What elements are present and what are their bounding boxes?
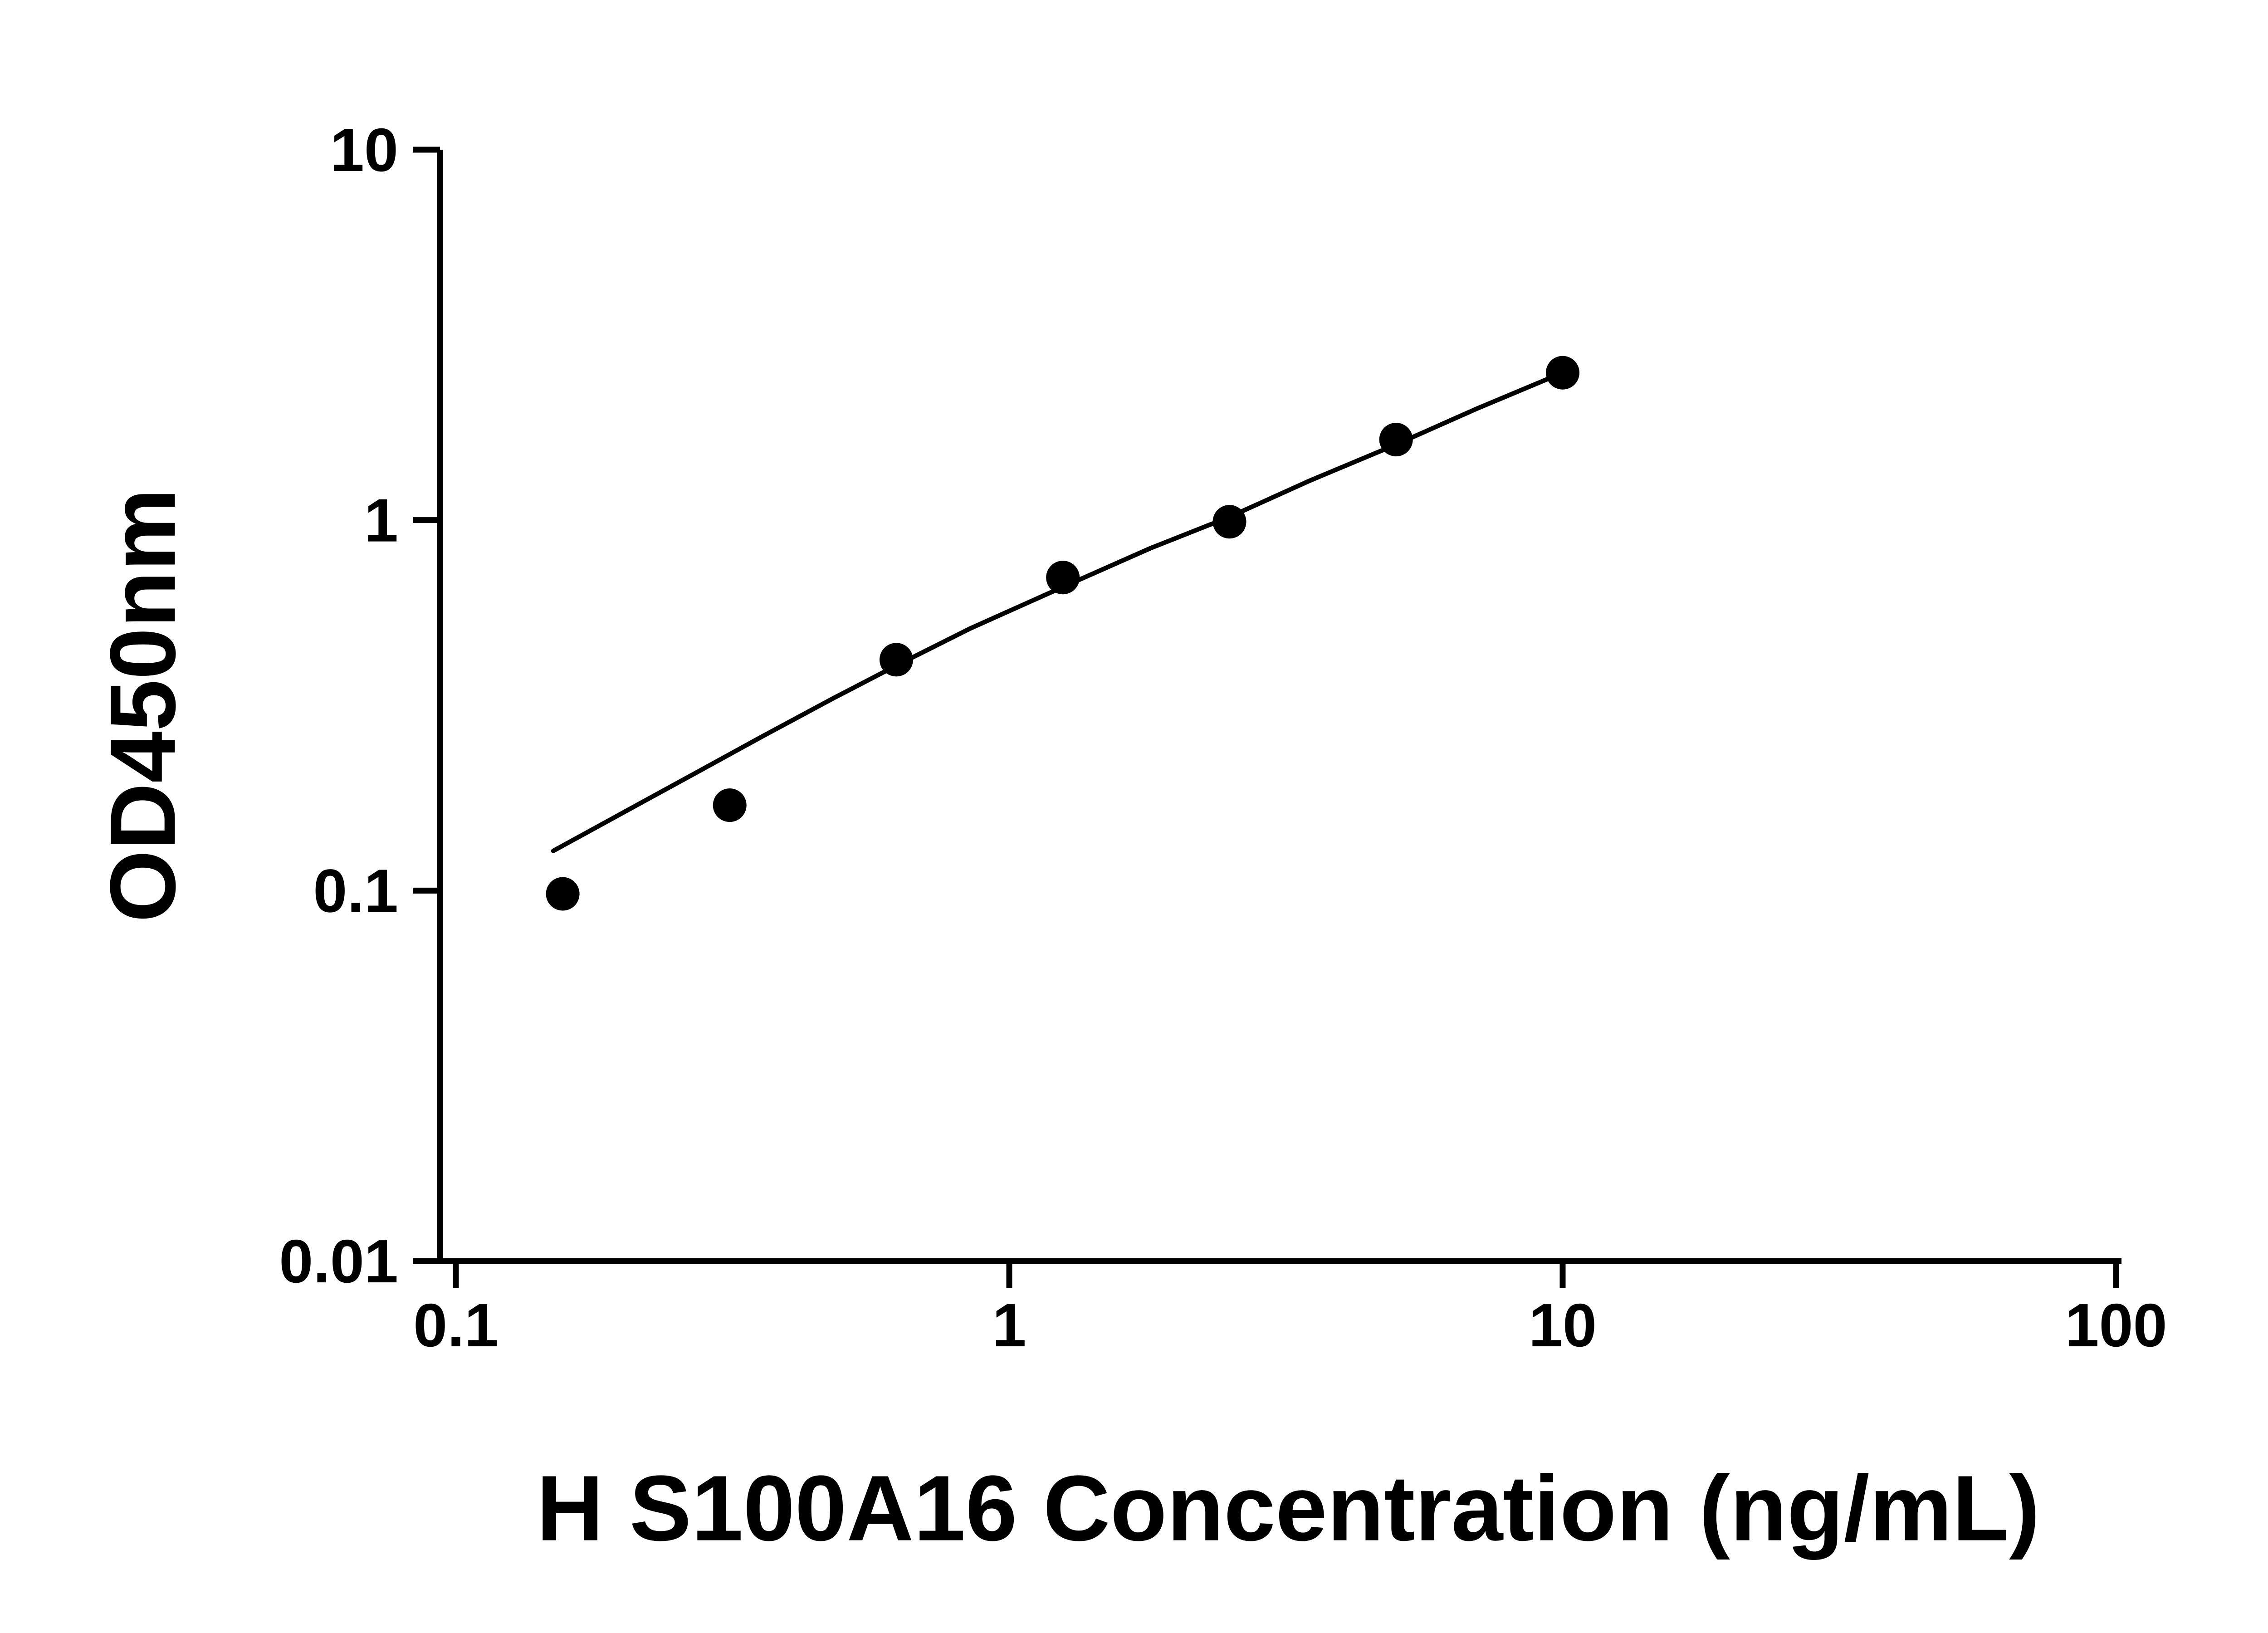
x-tick-label: 100	[2065, 1291, 2167, 1359]
fit-curve	[551, 370, 1565, 853]
data-point	[880, 643, 913, 677]
x-tick-label: 0.1	[413, 1291, 499, 1359]
data-point	[1046, 561, 1080, 595]
x-tick-label: 1	[992, 1291, 1026, 1359]
y-tick-label: 10	[330, 116, 398, 184]
data-point	[1546, 356, 1579, 390]
data-point	[1212, 505, 1246, 539]
y-tick-label: 1	[364, 486, 398, 555]
x-axis-title: H S100A16 Concentration (ng/mL)	[536, 1456, 2040, 1560]
y-tick-label: 0.1	[313, 856, 398, 925]
data-point	[1379, 423, 1413, 457]
data-point	[713, 788, 747, 822]
y-tick-label: 0.01	[279, 1227, 398, 1296]
x-tick-label: 10	[1529, 1291, 1597, 1359]
data-point	[546, 877, 580, 911]
y-axis-title: OD450nm	[91, 488, 195, 923]
